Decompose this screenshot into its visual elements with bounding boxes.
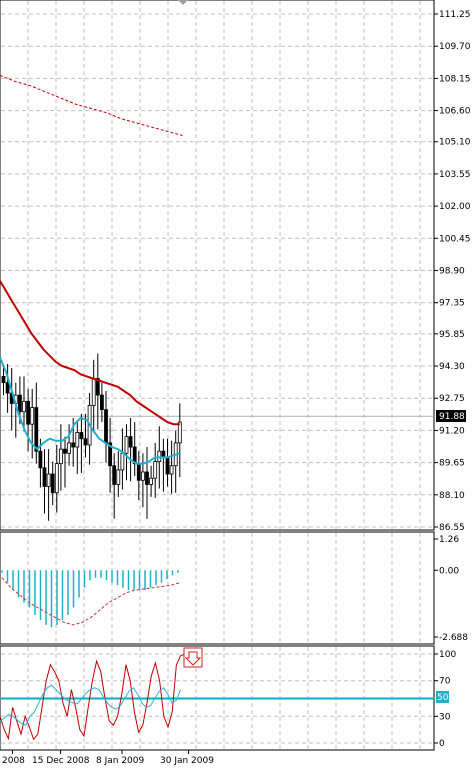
candle-body — [17, 394, 22, 413]
candle-body — [100, 394, 104, 411]
price-tick-label: 86.55 — [439, 523, 465, 533]
time-axis-label: 2008 — [2, 756, 25, 766]
candle-body — [63, 448, 67, 454]
candle-body — [54, 463, 59, 494]
candle-body — [26, 400, 31, 425]
candle-body — [145, 471, 149, 485]
fast-moving-average-line — [0, 357, 181, 465]
time-axis-label: 30 Jan 2009 — [160, 756, 214, 766]
candle-body — [79, 432, 84, 440]
candle-body — [75, 432, 80, 448]
candle-body — [83, 438, 88, 446]
stochastic-axis: 100 70 30 0 — [434, 650, 456, 749]
candle-body — [91, 378, 96, 406]
stochastic-series — [0, 653, 433, 741]
stochastic-panel[interactable] — [0, 645, 435, 751]
candle-body — [95, 378, 100, 396]
stochastic-tick-label: 70 — [439, 677, 451, 687]
macd-tick-label: 0.00 — [439, 566, 459, 576]
candle-body — [153, 461, 158, 479]
projection-line — [0, 74, 183, 136]
down-arrow-icon[interactable] — [183, 647, 203, 668]
price-tick-label: 91.20 — [439, 426, 465, 436]
candle-body — [59, 448, 63, 465]
candle-body — [116, 469, 121, 485]
price-panel[interactable] — [0, 0, 435, 531]
candle-body — [34, 407, 39, 452]
price-tick-label: 106.60 — [439, 107, 471, 117]
stochastic-tick-label: 0 — [439, 739, 445, 749]
stochastic-tick-label: 100 — [439, 650, 456, 660]
candle-body — [22, 400, 26, 413]
candle-body — [5, 382, 10, 394]
candle-body — [112, 465, 117, 485]
price-axis: 111.25 109.70 108.15 106.60 105.10 103.55 102.… — [434, 10, 471, 533]
time-axis-label: 15 Dec 2008 — [32, 756, 90, 766]
price-tick-label: 88.10 — [439, 491, 465, 501]
stochastic-tick-label: 30 — [439, 712, 451, 722]
stochastic-signal-line — [0, 684, 182, 726]
time-axis: 2008 15 Dec 2008 8 Jan 2009 30 Jan 2009 — [2, 750, 214, 766]
candle-body — [108, 442, 112, 467]
macd-signal-line — [1, 577, 181, 626]
candle-body — [169, 465, 174, 475]
slow-moving-average-line — [0, 280, 180, 426]
level-label: 50 — [437, 693, 449, 703]
candle-body — [149, 477, 154, 485]
candle-body — [120, 452, 125, 471]
macd-panel[interactable] — [0, 531, 435, 645]
candle-body — [177, 421, 182, 444]
price-tick-label: 95.85 — [439, 330, 465, 340]
current-price-tag: 91.88 — [436, 410, 466, 422]
candle-body — [136, 463, 141, 481]
price-tick-label: 94.30 — [439, 362, 465, 372]
scroll-marker-icon[interactable] — [178, 0, 188, 5]
time-axis-label: 8 Jan 2009 — [96, 756, 144, 766]
candle-body — [30, 407, 35, 425]
grid-lines — [1, 1, 433, 749]
macd-series — [1, 570, 181, 628]
price-tick-label: 89.65 — [439, 459, 465, 469]
price-tick-label: 105.10 — [439, 138, 471, 148]
candle-body — [124, 436, 129, 454]
price-tick-label: 92.75 — [439, 394, 465, 404]
candle-body — [157, 450, 162, 462]
candle-body — [140, 471, 145, 481]
candle-body — [38, 450, 43, 469]
candle-body — [104, 409, 108, 444]
candle-body — [128, 436, 133, 448]
price-tick-label: 103.55 — [439, 170, 471, 180]
candle-body — [71, 442, 76, 448]
candle-body — [1, 376, 6, 384]
price-tick-label: 97.35 — [439, 299, 465, 309]
price-series — [0, 74, 183, 521]
current-price-label: 91.88 — [439, 412, 465, 422]
macd-axis: 1.26 0.00 -2.688 — [434, 535, 468, 643]
price-tick-label: 100.45 — [439, 234, 471, 244]
candle-body — [50, 473, 55, 494]
price-tick-label: 111.25 — [439, 10, 471, 20]
price-tick-label: 108.15 — [439, 74, 471, 84]
candle-body — [67, 442, 71, 454]
candle-body — [46, 473, 51, 487]
stochastic-main-line — [0, 653, 185, 741]
candle-body — [165, 457, 170, 475]
price-tick-label: 98.90 — [439, 267, 465, 277]
macd-tick-label: 1.26 — [439, 535, 459, 545]
price-tick-label: 109.70 — [439, 42, 471, 52]
macd-tick-label: -2.688 — [439, 633, 468, 643]
price-tick-label: 102.00 — [439, 202, 471, 212]
candle-body — [42, 467, 47, 487]
level-tag: 50 — [436, 691, 449, 703]
